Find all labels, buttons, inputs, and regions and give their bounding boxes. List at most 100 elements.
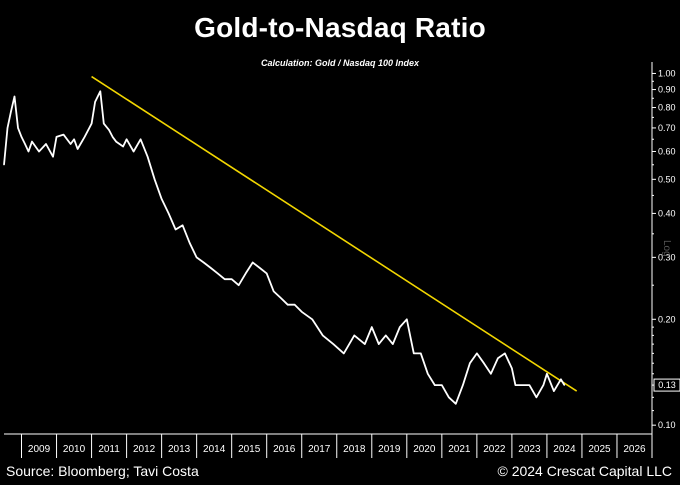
ratio-data-point [62,134,65,136]
ratio-data-point [483,362,485,364]
x-tick-label: 2023 [518,444,541,455]
y-tick-label: 0.70 [658,123,676,133]
ratio-data-point [311,318,313,320]
ratio-data-point [560,378,562,380]
ratio-data-point [111,136,114,138]
y-tick-label: 0.30 [658,252,676,262]
ratio-data-point [168,212,170,215]
ratio-data-point [448,396,450,398]
ratio-data-point [147,156,149,158]
ratio-data-point [353,334,355,336]
ratio-data-point [521,384,524,386]
ratio-data-point [231,278,233,280]
ratio-data-point [94,101,96,103]
x-tick-label: 2017 [308,444,331,455]
ratio-data-point [45,143,47,145]
ratio-data-point [125,138,128,140]
ratio-data-point [441,384,443,386]
x-tick-label: 2009 [28,444,51,455]
ratio-data-point [196,256,198,258]
ratio-data-point [224,278,226,280]
ratio-data-point [210,267,212,269]
ratio-data-point [238,284,240,286]
x-tick-label: 2021 [448,444,471,455]
resistance-trendline [91,75,578,392]
x-tick-label: 2010 [63,444,86,455]
ratio-data-point [399,326,401,328]
last-value-label: 0.13 [658,380,676,390]
x-tick-label: 2011 [98,444,120,455]
ratio-data-point [504,352,506,354]
ratio-data-point [542,384,545,386]
ratio-data-point [420,352,422,354]
ratio-data-point [259,267,261,269]
ratio-data-point [31,141,33,143]
x-tick-label: 2026 [623,444,646,455]
ratio-data-point [76,148,79,150]
x-tick-label: 2014 [203,444,226,455]
y-tick-label: 0.10 [658,420,676,430]
ratio-data-point [6,127,9,129]
ratio-data-point [73,138,75,140]
ratio-data-point [332,343,334,345]
ratio-data-point [371,326,373,328]
ratio-data-point [462,384,464,386]
ratio-data-point [189,242,191,244]
y-tick-label: 0.60 [658,146,676,156]
ratio-data-point [455,403,457,405]
ratio-data-point [83,136,86,138]
ratio-data-point [469,362,471,364]
ratio-data-point [133,150,135,153]
ratio-data-point [273,290,275,293]
chart-title: Gold-to-Nasdaq Ratio [194,12,486,43]
ratio-data-point [108,129,110,131]
y-axis: 1.00 0.90 0.80 0.70 0.60 0.50 0.40 0.30 0.20 0.10… [652,68,676,430]
ratio-data-point [38,150,40,153]
ratio-data-point [115,141,117,143]
chart-subtitle: Calculation: Gold / Nasdaq 100 Index [260,58,420,68]
ratio-data-point [3,164,5,166]
ratio-data-point [563,384,566,386]
x-tick-label: 2013 [168,444,191,455]
ratio-data-point [287,304,289,306]
x-tick-label: 2016 [273,444,296,455]
y-tick-label: 0.90 [658,85,676,95]
ratio-data-point [182,224,184,226]
last-value-box [653,378,680,392]
ratio-data-point [427,373,429,375]
ratio-data-point [378,343,380,345]
x-tick-label: 2015 [238,444,261,455]
ratio-data-point [161,198,163,200]
y-tick-label: 0.80 [658,103,676,113]
ratio-data-point [385,334,387,336]
ratio-data-point [413,352,415,354]
source-note: Source: Bloomberg; Tavi Costa [6,463,199,479]
ratio-data-point [322,334,324,336]
ratio-data-point [511,367,513,370]
x-tick-label: 2020 [413,444,436,455]
x-tick-label: 2018 [343,444,366,455]
ratio-data-point [55,136,58,138]
ratio-data-point [122,145,124,148]
ratio-data-point [175,228,177,231]
ratio-data-point [535,396,538,398]
x-tick-label: 2019 [378,444,401,455]
ratio-data-point [497,357,499,359]
ratio-data-point [514,384,516,386]
scale-label: Log [661,240,672,257]
x-tick-label: 2022 [483,444,506,455]
ratio-data-point [69,143,72,145]
ratio-data-point [364,343,366,345]
y-tick-label: 0.40 [658,208,676,218]
ratio-data-point [266,272,268,275]
ratio-data-point [103,123,105,125]
y-tick-label: 0.20 [658,314,676,324]
axes-frame [4,62,653,435]
ratio-data-point [13,95,16,98]
ratio-data-point [99,90,101,92]
ratio-data-point [27,150,30,153]
ratio-data-point [154,178,156,180]
ratio-data-point [553,390,555,392]
ratio-data-point [20,136,23,138]
